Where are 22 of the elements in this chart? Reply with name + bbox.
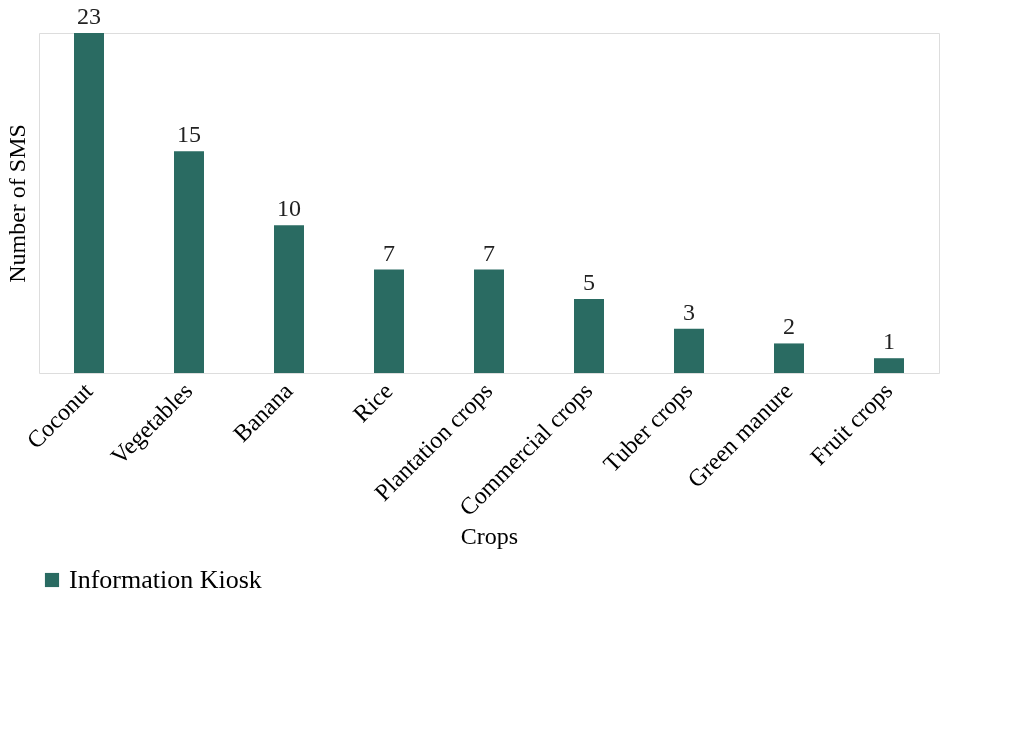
bar — [74, 33, 104, 373]
bar — [474, 269, 504, 373]
data-label: 15 — [177, 121, 201, 148]
x-tick-label: Rice — [348, 377, 398, 428]
bar — [174, 151, 204, 373]
legend-label: Information Kiosk — [69, 565, 262, 594]
bar — [374, 269, 404, 373]
data-label: 7 — [383, 239, 395, 266]
x-axis-title: Crops — [460, 522, 519, 549]
data-label: 10 — [277, 195, 301, 222]
data-label: 1 — [883, 328, 895, 355]
y-axis-title: Number of SMS — [3, 124, 30, 283]
data-label: 2 — [783, 313, 795, 340]
bar — [574, 299, 604, 373]
bar — [274, 225, 304, 373]
data-label: 7 — [483, 239, 495, 266]
data-label: 5 — [583, 269, 595, 296]
bar — [774, 343, 804, 373]
bar — [674, 328, 704, 373]
bar — [874, 358, 904, 373]
data-label: 3 — [683, 298, 695, 325]
data-label: 23 — [77, 3, 101, 29]
